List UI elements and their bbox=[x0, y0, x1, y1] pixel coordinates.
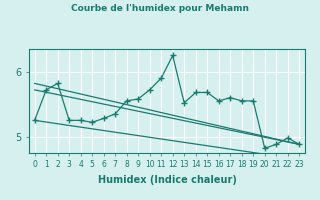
X-axis label: Humidex (Indice chaleur): Humidex (Indice chaleur) bbox=[98, 175, 236, 185]
Text: Courbe de l'humidex pour Mehamn: Courbe de l'humidex pour Mehamn bbox=[71, 4, 249, 13]
